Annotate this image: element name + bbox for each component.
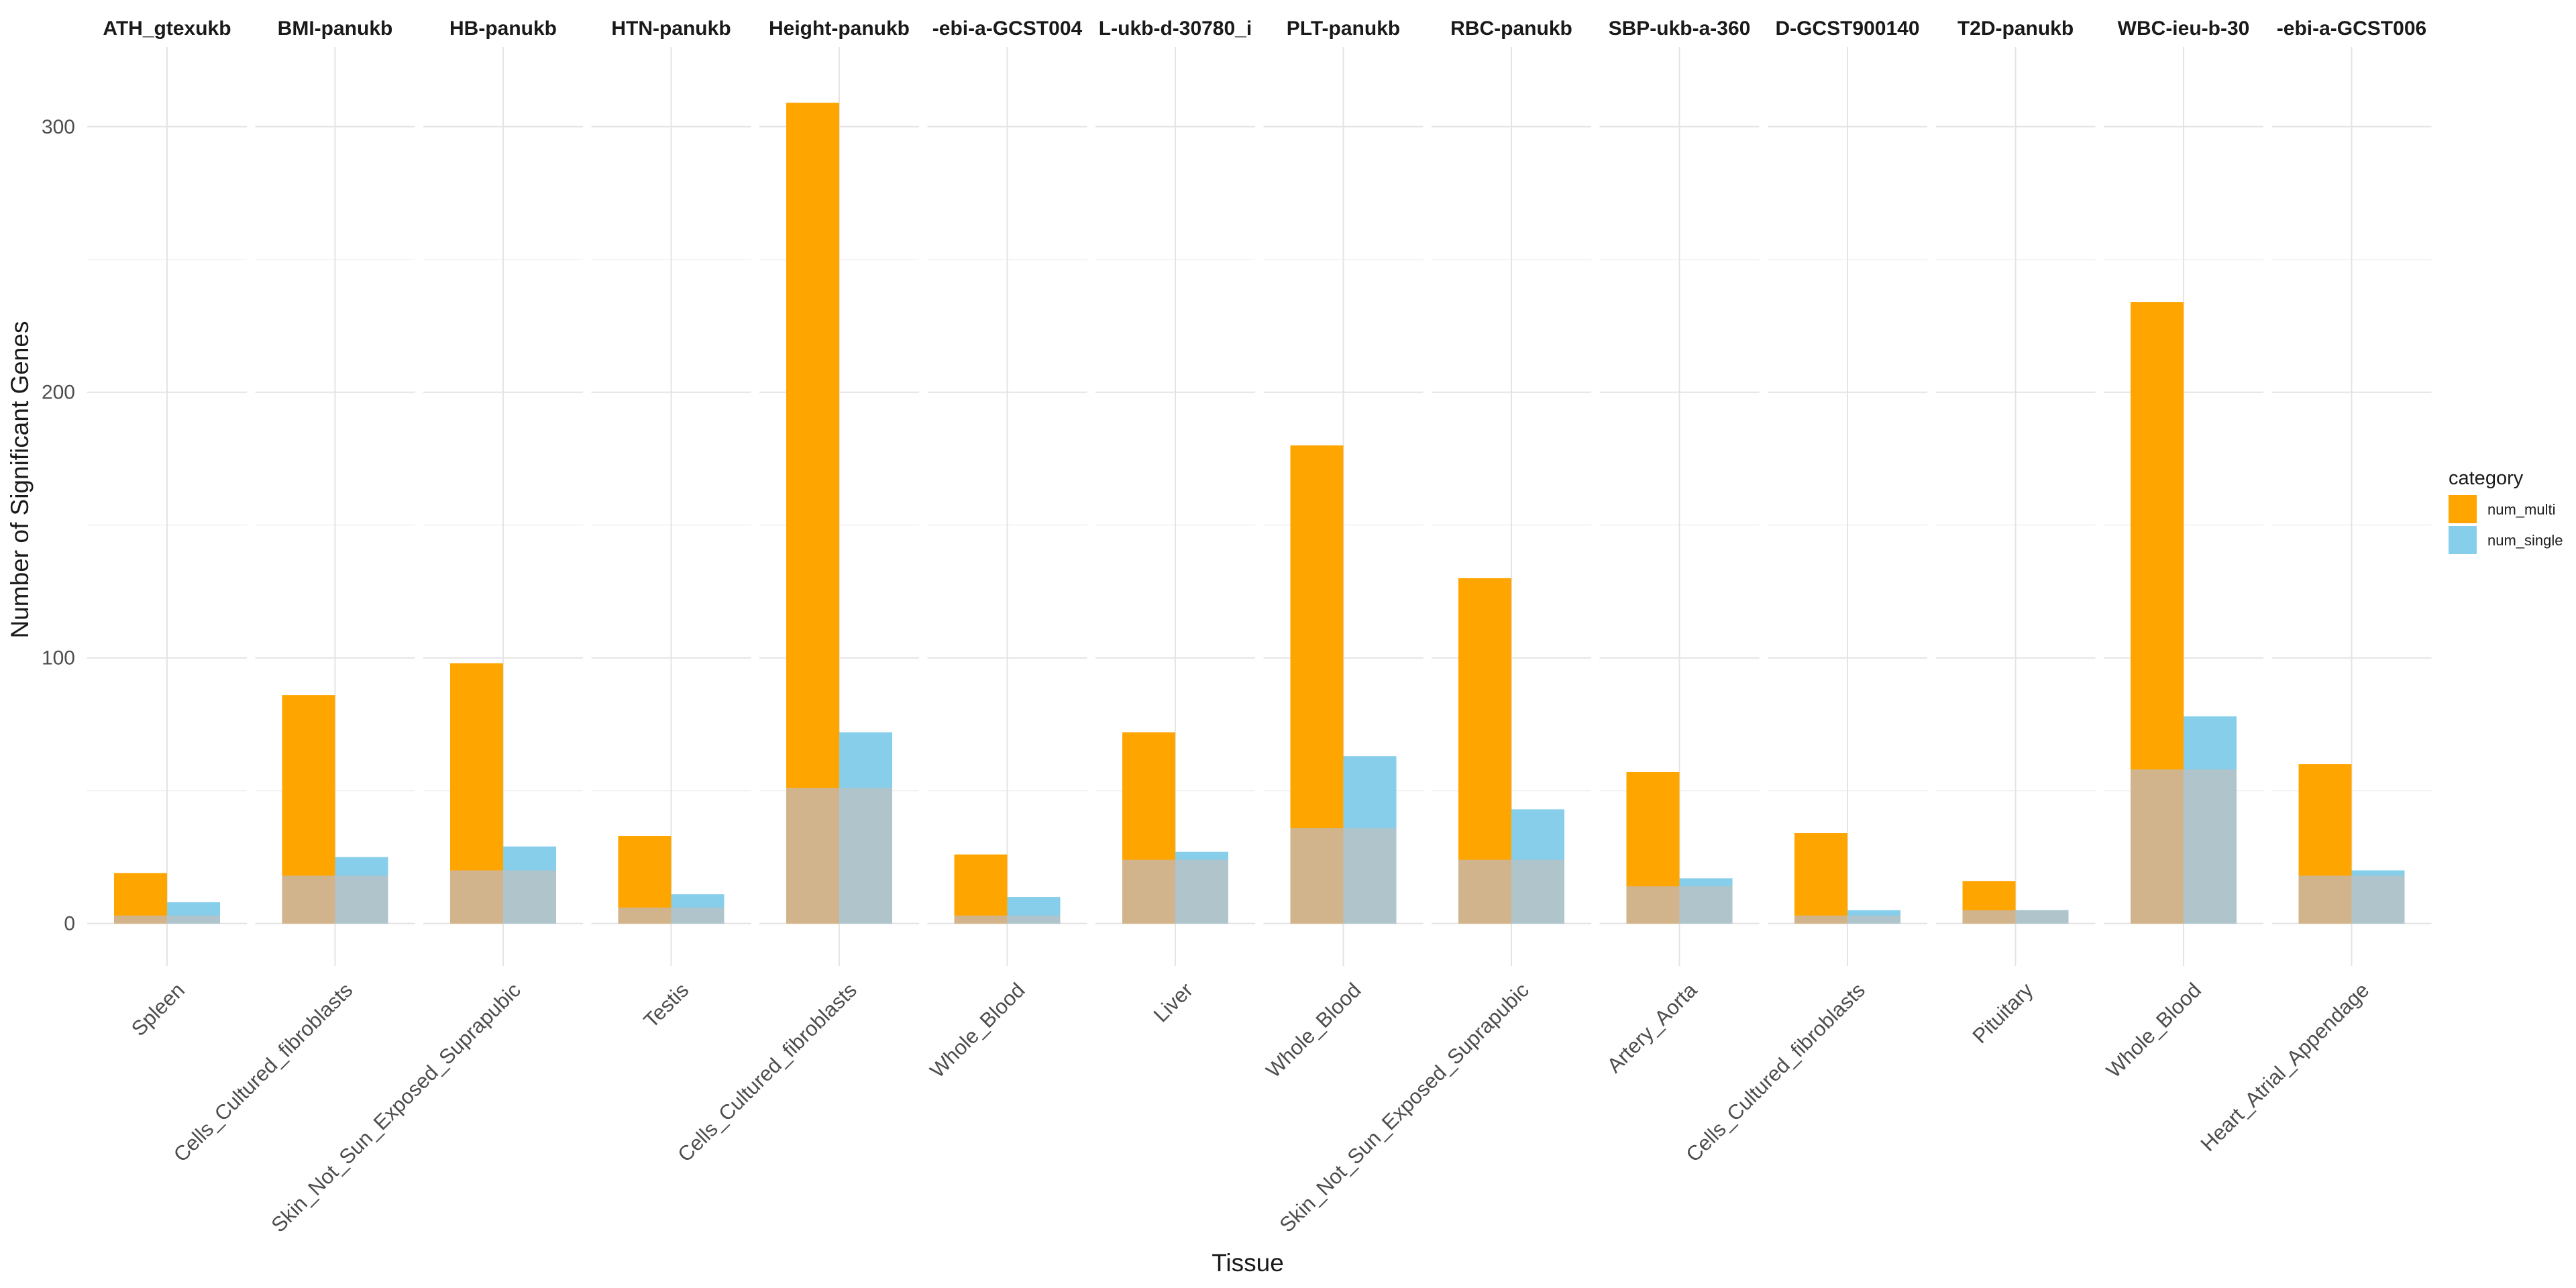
legend-swatch-num_multi <box>2449 495 2477 523</box>
x-tick-label: Testis <box>639 978 694 1032</box>
x-tick-label: Cells_Cultured_fibroblasts <box>673 978 861 1167</box>
y-tick-label: 300 <box>42 116 75 138</box>
y-tick-label: 200 <box>42 382 75 404</box>
bar-overlap-single <box>2184 769 2237 924</box>
x-tick-label: Cells_Cultured_fibroblasts <box>169 978 358 1167</box>
bar-overlap-multi <box>954 915 1008 924</box>
bar-overlap-single <box>2015 910 2069 924</box>
x-tick-label: Cells_Cultured_fibroblasts <box>1681 978 1870 1167</box>
bar-overlap-multi <box>1122 859 1175 924</box>
x-axis-title: Tissue <box>1212 1249 1284 1277</box>
bar-overlap-single <box>1847 915 1900 924</box>
bar-overlap-multi <box>2131 769 2184 924</box>
legend-title: category <box>2449 468 2524 489</box>
bar-overlap-single <box>335 875 388 924</box>
bar-overlap-multi <box>1626 886 1680 924</box>
legend-label-num_multi: num_multi <box>2487 501 2555 518</box>
bar-overlap-single <box>2351 875 2405 924</box>
bar-overlap-multi <box>282 875 335 924</box>
facet-title: L-ukb-d-30780_i <box>1099 17 1252 40</box>
x-tick-label: Spleen <box>127 978 189 1040</box>
bar-overlap-multi <box>618 907 672 924</box>
legend-label-num_single: num_single <box>2487 532 2563 549</box>
y-tick-label: 100 <box>42 647 75 669</box>
legend-swatch-num_single <box>2449 526 2477 554</box>
bar-overlap-multi <box>1794 915 1847 924</box>
bar-overlap-single <box>503 870 556 924</box>
y-axis-title: Number of Significant Genes <box>6 321 34 638</box>
x-tick-label: Artery_Aorta <box>1603 978 1702 1077</box>
facet-title: WBC-ieu-b-30 <box>2118 17 2250 40</box>
facet-title: -ebi-a-GCST006 <box>2277 17 2426 40</box>
bar-overlap-single <box>167 915 220 924</box>
bar-overlap-multi <box>2298 875 2352 924</box>
facet-title: D-GCST900140 <box>1775 17 1919 40</box>
bar-overlap-multi <box>1962 910 2016 924</box>
bar-overlap-multi <box>1458 859 1511 924</box>
bar-overlap-single <box>1343 828 1397 924</box>
facet-title: BMI-panukb <box>278 17 393 40</box>
bar-overlap-single <box>1511 859 1564 924</box>
facet-title: PLT-panukb <box>1287 17 1400 40</box>
x-tick-label: Liver <box>1149 978 1197 1026</box>
facet-title: ATH_gtexukb <box>103 17 231 40</box>
bar-overlap-multi <box>450 870 503 924</box>
bar-num-multi <box>954 854 1008 924</box>
bar-num-multi <box>1794 833 1847 924</box>
x-tick-label: Heart_Atrial_Appendage <box>2196 978 2374 1156</box>
facet-title: SBP-ukb-a-360 <box>1609 17 1751 40</box>
facet-title: T2D-panukb <box>1957 17 2074 40</box>
bar-overlap-single <box>1007 915 1061 924</box>
bar-overlap-single <box>671 907 724 924</box>
x-tick-label: Whole_Blood <box>2102 978 2206 1082</box>
bar-overlap-single <box>1175 859 1228 924</box>
facet-title: HB-panukb <box>449 17 557 40</box>
x-tick-label: Whole_Blood <box>925 978 1029 1082</box>
bar-overlap-multi <box>114 915 167 924</box>
x-tick-label: Pituitary <box>1968 978 2038 1048</box>
bar-num-multi <box>114 873 167 924</box>
bar-overlap-multi <box>1290 828 1344 924</box>
facet-title: Height-panukb <box>769 17 910 40</box>
bar-overlap-single <box>839 788 892 924</box>
x-tick-label: Whole_Blood <box>1261 978 1365 1082</box>
facet-title: HTN-panukb <box>611 17 731 40</box>
facet-title: RBC-panukb <box>1450 17 1572 40</box>
bar-num-multi <box>786 103 839 924</box>
bar-overlap-multi <box>786 788 839 924</box>
bar-overlap-single <box>1679 886 1733 924</box>
facet-title: -ebi-a-GCST004 <box>932 17 1083 40</box>
y-tick-label: 0 <box>64 913 75 935</box>
